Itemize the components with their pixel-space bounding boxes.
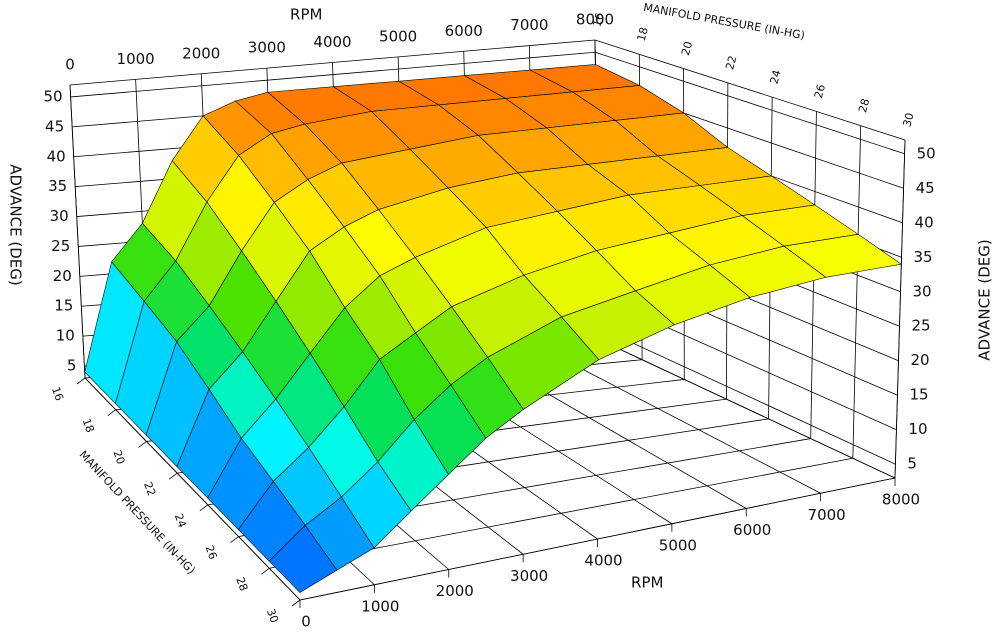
z-tick-label: 45 xyxy=(45,117,64,135)
x-tick-label: 6000 xyxy=(733,521,771,539)
z-tick-label: 5 xyxy=(67,357,77,375)
x-tick-label: 0 xyxy=(301,613,311,631)
y-tick-label: 30 xyxy=(264,607,281,625)
z-axis-title: ADVANCE (DEG) xyxy=(976,239,994,360)
z-tick-label: 20 xyxy=(910,351,929,369)
x-tick-label: 4000 xyxy=(584,552,622,570)
z-tick-label: 50 xyxy=(44,87,63,105)
y-tick-label: 16 xyxy=(590,11,606,28)
wall-grid-line xyxy=(70,51,596,98)
wall-grid-line xyxy=(852,125,862,459)
y-tick-label: 24 xyxy=(172,512,189,530)
x-tick-label: 1000 xyxy=(361,597,399,615)
x-tick-label: 4000 xyxy=(313,33,351,51)
y-tick-label: 20 xyxy=(679,40,695,57)
y-tick-label: 20 xyxy=(110,448,127,466)
x-tick-label: 2000 xyxy=(182,44,220,62)
x-tick-label: 1000 xyxy=(117,50,155,68)
floor-grid-line xyxy=(599,339,896,479)
tick-mark xyxy=(230,536,239,543)
x-tick-label: 5000 xyxy=(379,27,417,45)
y-tick-label: 18 xyxy=(635,26,651,43)
z-tick-label: 45 xyxy=(916,179,935,197)
wall-grid-line xyxy=(69,84,86,379)
y-tick-label: 28 xyxy=(856,97,872,114)
floor-grid-line xyxy=(84,377,301,601)
z-tick-label: 5 xyxy=(907,455,917,473)
z-tick-label: 15 xyxy=(909,386,928,404)
y-tick-label: 26 xyxy=(203,544,220,562)
x-tick-label: 8000 xyxy=(882,491,920,509)
tick-mark xyxy=(107,409,116,417)
y-tick-label: 30 xyxy=(900,111,916,128)
tick-mark xyxy=(168,472,178,480)
z-axis-title: ADVANCE (DEG) xyxy=(7,164,25,285)
z-tick-label: 25 xyxy=(911,317,930,335)
x-tick-label: 2000 xyxy=(436,582,474,600)
y-axis-title: MANIFOLD PRESSURE (IN-HG) xyxy=(642,1,806,42)
z-tick-label: 35 xyxy=(914,248,933,266)
z-tick-label: 10 xyxy=(56,327,75,345)
z-tick-label: 40 xyxy=(47,147,66,165)
box-edge xyxy=(594,39,906,141)
tick-mark xyxy=(261,567,270,575)
tick-mark xyxy=(291,599,301,607)
wall-grid-line xyxy=(595,51,905,155)
wall-grid-line xyxy=(894,139,906,479)
y-tick-label: 24 xyxy=(768,69,784,86)
x-tick-label: 7000 xyxy=(808,506,846,524)
y-tick-label: 28 xyxy=(233,575,250,593)
x-tick-label: 3000 xyxy=(510,567,548,585)
x-tick-label: 5000 xyxy=(659,536,697,554)
x-axis-title: RPM xyxy=(290,5,322,23)
z-tick-label: 20 xyxy=(53,267,72,285)
x-tick-label: 7000 xyxy=(510,16,548,34)
z-tick-label: 30 xyxy=(913,282,932,300)
y-tick-label: 16 xyxy=(49,385,66,403)
x-tick-label: 8000 xyxy=(576,11,614,29)
y-tick-label: 22 xyxy=(141,480,158,498)
x-tick-label: 3000 xyxy=(248,39,286,57)
surface-cell xyxy=(268,524,338,593)
y-tick-label: 22 xyxy=(723,54,739,71)
y-tick-label: 26 xyxy=(812,83,828,100)
z-tick-label: 35 xyxy=(48,177,67,195)
y-tick-label: 18 xyxy=(80,417,97,435)
tick-mark xyxy=(138,441,147,448)
x-tick-label: 0 xyxy=(65,56,75,74)
z-tick-label: 30 xyxy=(50,207,69,225)
wall-grid-line xyxy=(599,327,896,465)
z-tick-label: 40 xyxy=(915,213,934,231)
z-tick-label: 50 xyxy=(917,144,936,162)
tick-mark xyxy=(76,377,86,385)
x-tick-label: 6000 xyxy=(445,22,483,40)
z-tick-label: 10 xyxy=(908,420,927,438)
z-tick-label: 15 xyxy=(54,297,73,315)
x-axis-title: RPM xyxy=(631,573,663,591)
z-tick-label: 25 xyxy=(51,237,70,255)
tick-mark xyxy=(199,504,209,512)
